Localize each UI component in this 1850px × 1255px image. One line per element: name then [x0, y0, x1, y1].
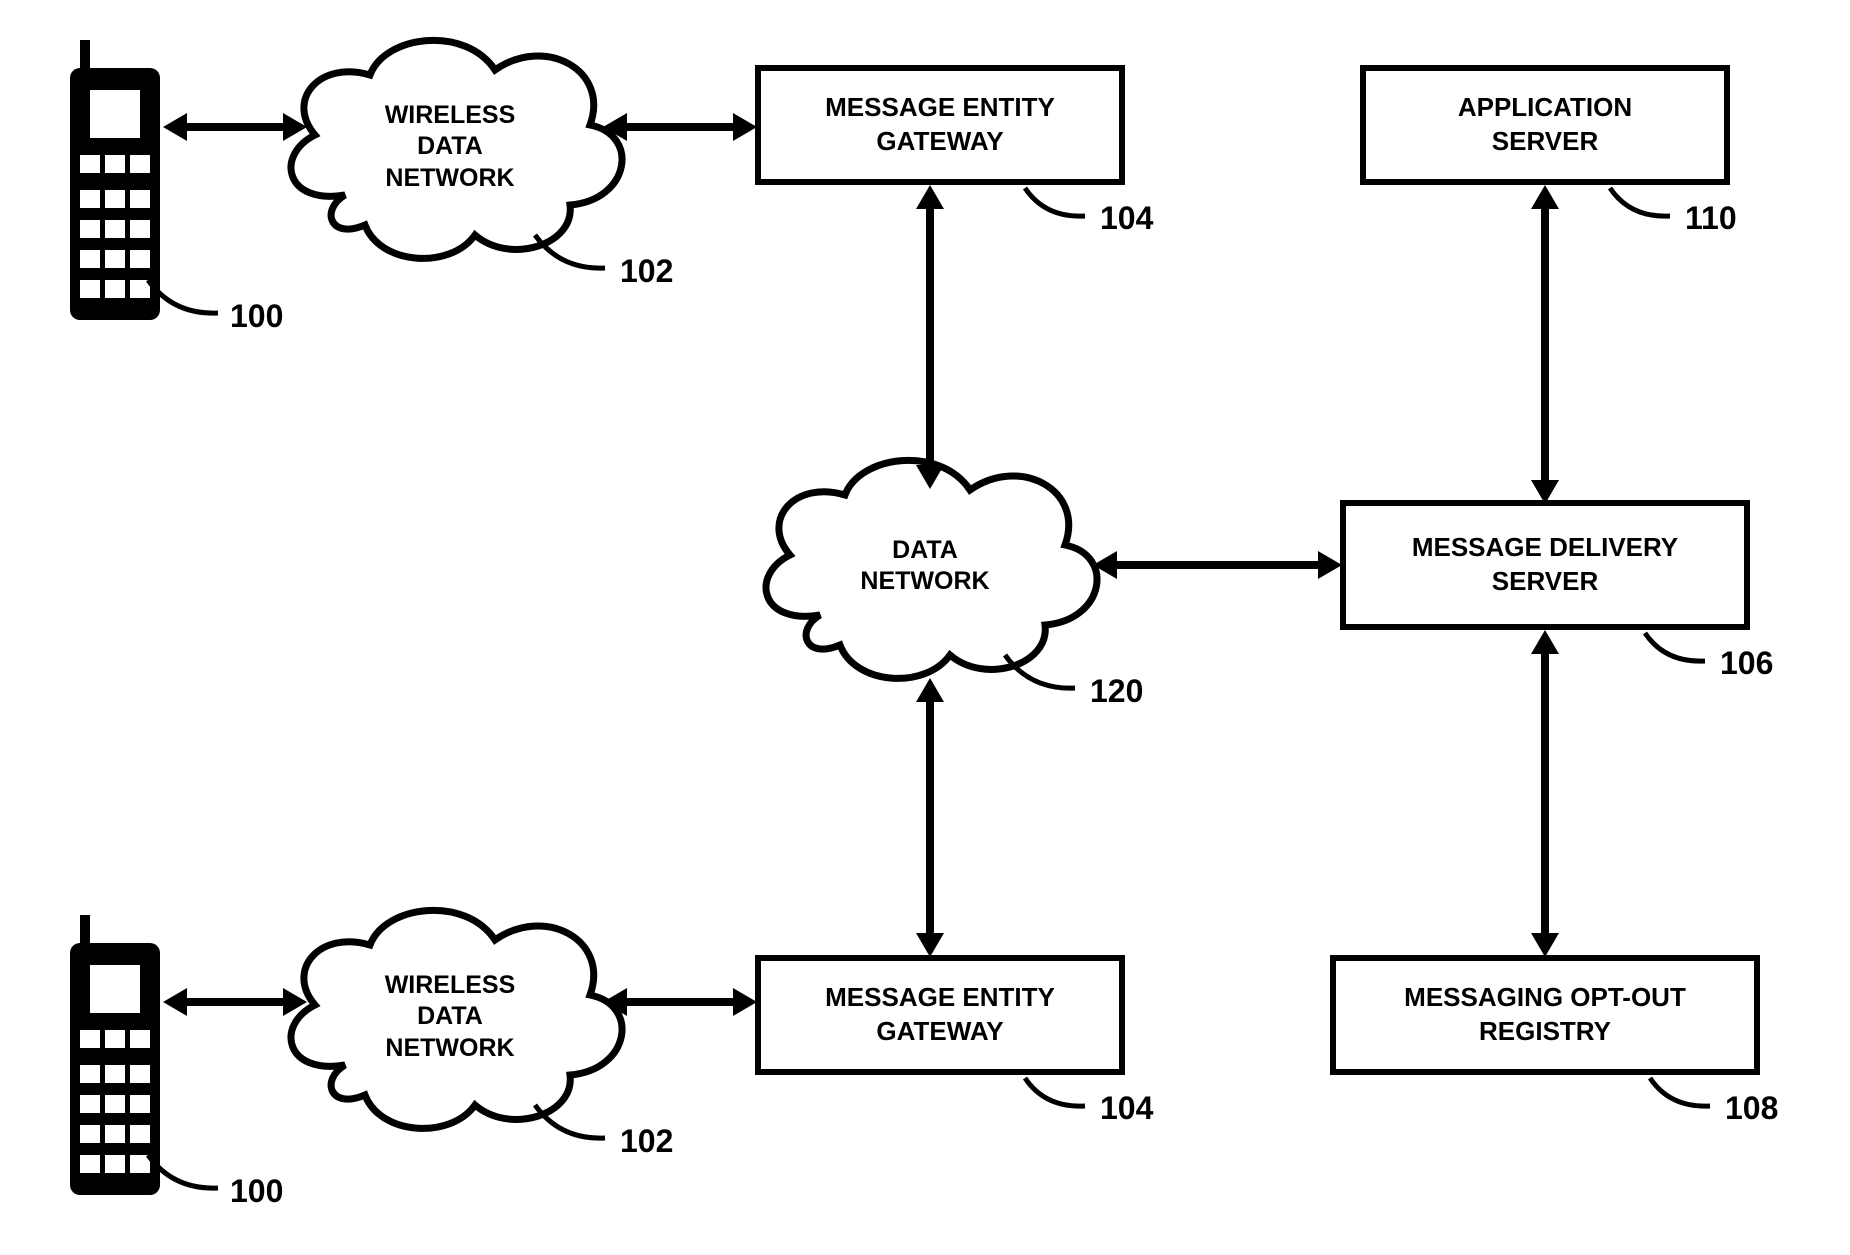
- arrow: [1541, 652, 1549, 935]
- arrow: [1115, 561, 1320, 569]
- ref-tail: [1640, 628, 1710, 673]
- arrow-head: [283, 113, 307, 141]
- arrow-head: [733, 988, 757, 1016]
- arrow: [1541, 207, 1549, 482]
- box-message-delivery-server: MESSAGE DELIVERYSERVER: [1340, 500, 1750, 630]
- arrow-head: [733, 113, 757, 141]
- ref-label: 120: [1090, 673, 1143, 710]
- arrow: [625, 123, 735, 131]
- ref-label: 100: [230, 298, 283, 335]
- arrow-head: [603, 113, 627, 141]
- arrow-head: [1531, 185, 1559, 209]
- arrow: [625, 998, 735, 1006]
- box-label: MESSAGE DELIVERYSERVER: [1412, 531, 1678, 599]
- arrow-head: [916, 465, 944, 489]
- arrow-head: [603, 988, 627, 1016]
- arrow-head: [1318, 551, 1342, 579]
- ref-label: 102: [620, 1123, 673, 1160]
- ref-tail: [530, 1100, 610, 1150]
- arrow: [926, 700, 934, 935]
- arrow-head: [1531, 630, 1559, 654]
- arrow-head: [916, 933, 944, 957]
- network-diagram: 100 100 WIRELESSDATA: [0, 0, 1850, 1255]
- ref-tail: [1605, 183, 1675, 228]
- box-label: MESSAGE ENTITYGATEWAY: [825, 91, 1055, 159]
- arrow-head: [1531, 933, 1559, 957]
- box-messaging-optout-registry: MESSAGING OPT-OUTREGISTRY: [1330, 955, 1760, 1075]
- arrow-head: [1093, 551, 1117, 579]
- ref-label: 104: [1100, 1090, 1153, 1127]
- ref-tail: [1000, 650, 1080, 700]
- ref-label: 110: [1685, 200, 1737, 237]
- box-label: MESSAGE ENTITYGATEWAY: [825, 981, 1055, 1049]
- ref-tail: [1020, 1073, 1090, 1118]
- box-label: MESSAGING OPT-OUTREGISTRY: [1404, 981, 1686, 1049]
- arrow-head: [916, 185, 944, 209]
- arrow: [185, 123, 285, 131]
- arrow-head: [163, 988, 187, 1016]
- box-label: APPLICATIONSERVER: [1458, 91, 1632, 159]
- ref-tail: [1020, 183, 1090, 228]
- ref-label: 106: [1720, 645, 1773, 682]
- ref-label: 100: [230, 1173, 283, 1210]
- ref-label: 104: [1100, 200, 1153, 237]
- box-application-server: APPLICATIONSERVER: [1360, 65, 1730, 185]
- ref-tail: [1645, 1073, 1715, 1118]
- ref-tail: [143, 275, 223, 325]
- ref-tail: [530, 230, 610, 280]
- arrow-head: [916, 678, 944, 702]
- box-message-entity-gateway: MESSAGE ENTITYGATEWAY: [755, 955, 1125, 1075]
- ref-tail: [143, 1150, 223, 1200]
- box-message-entity-gateway: MESSAGE ENTITYGATEWAY: [755, 65, 1125, 185]
- arrow: [185, 998, 285, 1006]
- arrow-head: [283, 988, 307, 1016]
- arrow: [926, 207, 934, 467]
- ref-label: 108: [1725, 1090, 1778, 1127]
- ref-label: 102: [620, 253, 673, 290]
- arrow-head: [1531, 480, 1559, 504]
- arrow-head: [163, 113, 187, 141]
